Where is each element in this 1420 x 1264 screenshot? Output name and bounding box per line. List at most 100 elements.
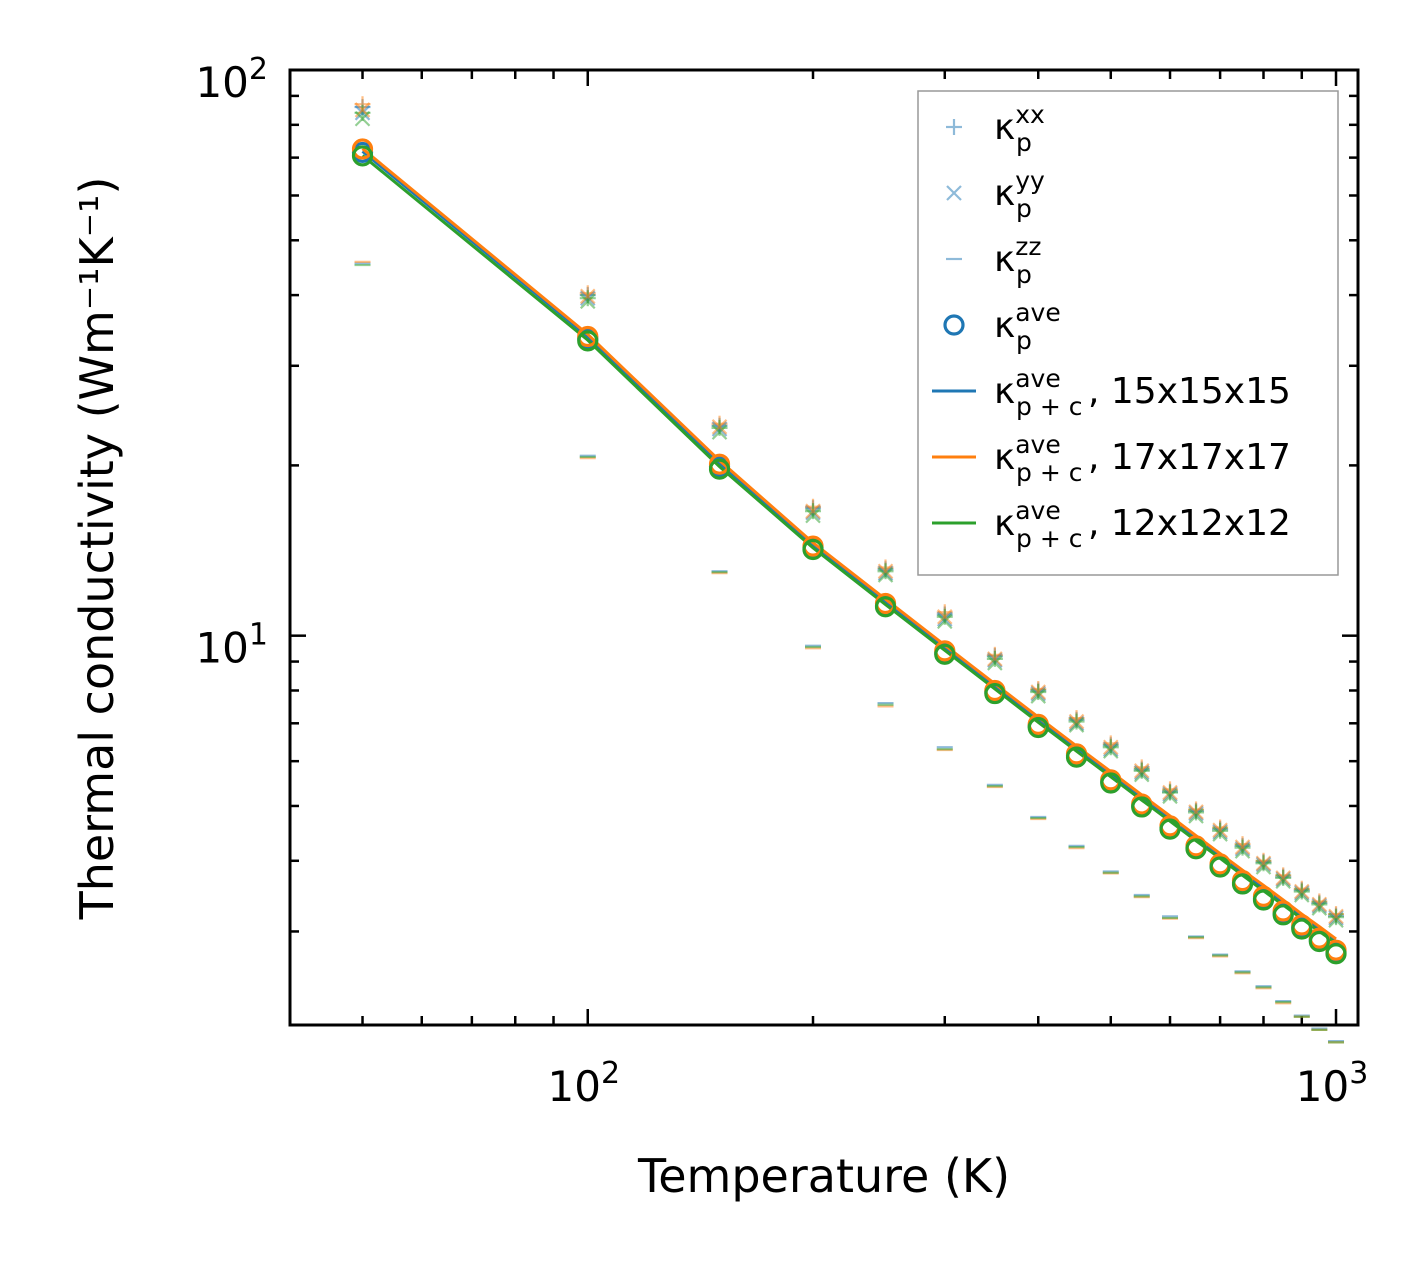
x-b bbox=[1188, 808, 1204, 824]
data-point bbox=[1212, 822, 1228, 838]
y-tick-label: 101 bbox=[195, 618, 268, 673]
data-point bbox=[354, 105, 371, 121]
tick-labels: 102 103 101 102 bbox=[195, 52, 1368, 1111]
data-point bbox=[1030, 684, 1047, 700]
legend-x-icon bbox=[946, 185, 962, 201]
legend-entry: κxx p bbox=[946, 100, 1045, 157]
x-b bbox=[1212, 826, 1228, 842]
data-point bbox=[1293, 887, 1310, 903]
x-b bbox=[805, 503, 821, 519]
data-point bbox=[711, 424, 728, 440]
data-point bbox=[711, 419, 728, 435]
series-kpc_17 bbox=[361, 147, 1337, 941]
x-b bbox=[354, 105, 371, 121]
data-point bbox=[1212, 824, 1228, 840]
x-b bbox=[1275, 873, 1291, 890]
x-b bbox=[1293, 883, 1310, 900]
series-kzz_12 bbox=[354, 263, 1345, 1044]
x-b bbox=[1068, 715, 1085, 732]
plot-frame bbox=[288, 68, 1360, 1027]
x-b bbox=[579, 288, 596, 305]
data-point bbox=[987, 651, 1003, 667]
data-point bbox=[351, 145, 374, 167]
x-b bbox=[987, 655, 1003, 671]
x-b bbox=[1293, 887, 1310, 903]
x-b bbox=[936, 608, 953, 625]
data-point bbox=[877, 567, 894, 583]
x-tick-label: 102 bbox=[547, 1056, 620, 1111]
x-b bbox=[987, 651, 1003, 667]
data-point bbox=[1293, 883, 1310, 900]
data-point bbox=[1102, 743, 1119, 759]
legend-circle-icon bbox=[943, 314, 965, 336]
x-b bbox=[936, 613, 953, 630]
x-b bbox=[579, 290, 596, 306]
x-tick-label: 103 bbox=[1296, 1056, 1369, 1111]
x-axis-title: Temperature (K) bbox=[637, 1149, 1010, 1203]
data-point bbox=[1100, 772, 1122, 794]
data-point bbox=[1188, 804, 1204, 820]
x-b bbox=[1102, 743, 1119, 759]
legend-entry: κave p + c, 12x12x12 bbox=[932, 496, 1291, 553]
x-b bbox=[1133, 762, 1150, 779]
legend-label: κave p bbox=[994, 298, 1061, 355]
x-b bbox=[946, 185, 962, 201]
data-point bbox=[354, 110, 371, 127]
legend-entry: κave p bbox=[943, 298, 1061, 355]
y-tick-label: 102 bbox=[195, 52, 268, 107]
series-kave_12 bbox=[351, 145, 1347, 965]
x-b bbox=[1162, 788, 1178, 805]
x-b bbox=[711, 419, 728, 435]
legend-label: κave p + c, 12x12x12 bbox=[994, 496, 1291, 553]
data-point bbox=[1068, 713, 1085, 730]
x-b bbox=[1212, 824, 1228, 840]
x-b bbox=[1328, 912, 1344, 929]
data-point bbox=[1255, 859, 1272, 875]
data-point bbox=[805, 503, 821, 519]
x-b bbox=[1133, 764, 1150, 781]
data-point bbox=[1027, 716, 1049, 739]
x-b bbox=[1311, 900, 1328, 916]
legend-label: κave p + c, 15x15x15 bbox=[994, 364, 1291, 421]
data-point bbox=[1212, 826, 1228, 842]
plot-series bbox=[351, 96, 1347, 1044]
legend-label: κxx p bbox=[994, 100, 1045, 157]
data-point bbox=[579, 288, 596, 305]
x-b bbox=[1162, 784, 1178, 801]
x-b bbox=[877, 563, 894, 579]
x-b bbox=[805, 507, 821, 524]
data-point bbox=[1102, 741, 1119, 757]
data-point bbox=[1234, 839, 1251, 855]
data-point bbox=[708, 458, 731, 480]
x-b bbox=[1234, 841, 1251, 857]
data-point bbox=[1068, 717, 1085, 733]
data-point bbox=[1291, 918, 1313, 940]
data-point bbox=[1131, 796, 1153, 818]
x-b bbox=[1255, 859, 1272, 875]
data-point bbox=[1328, 908, 1344, 925]
data-point bbox=[1234, 841, 1251, 857]
data-point bbox=[1030, 688, 1047, 704]
data-point bbox=[877, 565, 894, 581]
data-point bbox=[351, 138, 374, 160]
data-point bbox=[874, 596, 897, 618]
x-b bbox=[877, 565, 894, 581]
x-b bbox=[1030, 688, 1047, 704]
data-point bbox=[1275, 873, 1291, 890]
series-kyy_17 bbox=[354, 102, 1344, 925]
legend-entry: κzz p bbox=[946, 232, 1041, 289]
x-b bbox=[711, 421, 728, 437]
x-b bbox=[354, 110, 371, 127]
legend-entry: κave p + c, 15x15x15 bbox=[932, 364, 1291, 421]
data-point bbox=[1159, 818, 1181, 840]
data-point bbox=[1133, 764, 1150, 781]
legend-label: κave p + c, 17x17x17 bbox=[994, 430, 1291, 487]
legend-label: κzz p bbox=[994, 232, 1041, 289]
y-axis-title: Thermal conductivity (Wm⁻¹K⁻¹) bbox=[70, 177, 124, 921]
data-point bbox=[877, 563, 894, 579]
x-b bbox=[1133, 766, 1150, 783]
legend-entry: κyy p bbox=[946, 166, 1045, 223]
data-point bbox=[1102, 739, 1119, 756]
legend-frame bbox=[917, 90, 1339, 576]
legend-entry: κave p + c, 17x17x17 bbox=[932, 430, 1291, 487]
